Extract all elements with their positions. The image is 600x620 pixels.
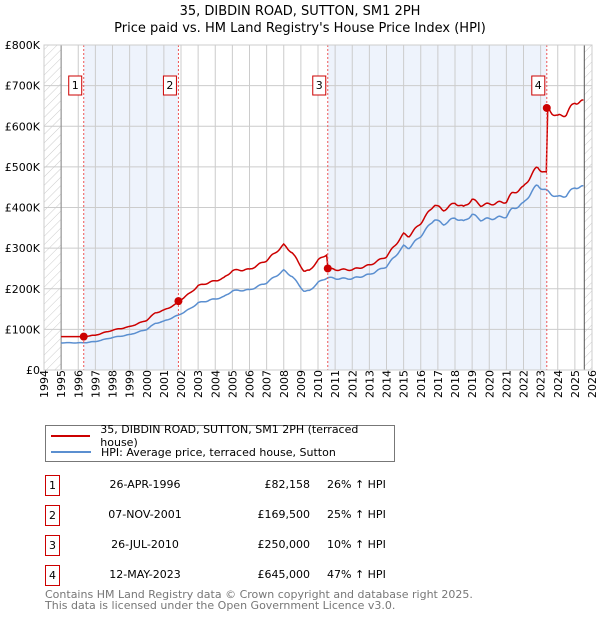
y-tick-label: £500K (5, 161, 41, 174)
x-tick-label: 2001 (158, 370, 171, 398)
x-tick-label: 2008 (278, 370, 291, 398)
x-tick-label: 2014 (381, 370, 394, 398)
x-tick-label: 2018 (449, 370, 462, 398)
y-tick-label: £100K (5, 323, 41, 336)
sale-number-badge: 3 (45, 535, 60, 556)
sale-date: 26-APR-1996 (109, 478, 181, 491)
sale-label-box (68, 75, 83, 96)
y-tick-label: £200K (5, 283, 41, 296)
y-tick-label: £800K (5, 39, 41, 52)
sale-point (323, 264, 332, 273)
plot-border (43, 44, 593, 371)
x-tick-label: 2005 (226, 370, 239, 398)
sale-date: 07-NOV-2001 (108, 508, 182, 521)
sale-price: £645,000 (257, 568, 311, 581)
legend-item-hpi: HPI: Average price, terraced house, Sutt… (46, 444, 336, 460)
chart-subtitle: Price paid vs. HM Land Registry's House … (114, 21, 486, 36)
x-tick-label: 2006 (244, 370, 257, 398)
x-tick-label: 2004 (209, 370, 222, 398)
sale-point (174, 297, 183, 306)
legend-line-blue (51, 451, 91, 453)
x-tick-label: 2021 (500, 370, 513, 398)
sale-hpi-diff: 25% ↑ HPI (327, 508, 386, 521)
x-tick-label: 2026 (586, 370, 599, 398)
x-tick-label: 2010 (312, 370, 325, 398)
sale-point (542, 103, 551, 112)
y-tick-label: £400K (5, 202, 41, 215)
x-tick-label: 2013 (363, 370, 376, 398)
sale-date: 26-JUL-2010 (111, 538, 179, 551)
price-chart: 1994 1995 1996 1997 1998 1999 2000 2001 2002 2003… (5, 39, 599, 398)
sale-price: £169,500 (257, 508, 311, 521)
sale-label: 1 (72, 79, 79, 92)
x-tick-label: 1998 (107, 370, 120, 398)
y-tick-label: £700K (5, 80, 41, 93)
sale-hpi-diff: 47% ↑ HPI (327, 568, 386, 581)
chart-title: 35, DIBDIN ROAD, SUTTON, SM1 2PH (179, 4, 421, 19)
sale-row: 3 26-JUL-2010 £250,000 10% ↑ HPI (45, 535, 445, 556)
sale-label-box (162, 75, 177, 96)
x-tick-label: 2022 (518, 370, 531, 398)
x-tick-label: 2007 (261, 370, 274, 398)
legend-line-red (51, 435, 91, 437)
x-tick-label: 2012 (346, 370, 359, 398)
sale-row: 4 12-MAY-2023 £645,000 47% ↑ HPI (45, 565, 445, 586)
y-tick-label: £300K (5, 242, 41, 255)
property-price-line (61, 99, 584, 338)
x-tick-label: 2019 (466, 370, 479, 398)
x-tick-label: 2002 (175, 370, 188, 398)
sale-hpi-diff: 10% ↑ HPI (327, 538, 386, 551)
hpi-line (61, 184, 584, 344)
x-tick-label: 2000 (141, 370, 154, 398)
x-tick-label: 1994 (38, 370, 51, 398)
sale-number-badge: 4 (45, 565, 60, 586)
sale-label-box (531, 75, 546, 96)
x-tick-label: 2016 (415, 370, 428, 398)
x-tick-label: 1995 (55, 370, 68, 398)
x-tick-label: 2017 (432, 370, 445, 398)
x-tick-label: 2025 (569, 370, 582, 398)
sale-price: £82,158 (264, 478, 311, 491)
x-tick-label: 2020 (483, 370, 496, 398)
sale-label: 3 (316, 79, 323, 92)
sale-point (79, 332, 88, 341)
sale-number-badge: 1 (45, 475, 60, 496)
y-tick-label: £0 (26, 364, 40, 377)
legend-label: 35, DIBDIN ROAD, SUTTON, SM1 2PH (terrac… (100, 423, 359, 449)
sale-hpi-diff: 26% ↑ HPI (327, 478, 386, 491)
sale-row: 1 26-APR-1996 £82,158 26% ↑ HPI (45, 475, 445, 496)
legend: 35, DIBDIN ROAD, SUTTON, SM1 2PH (terrac… (45, 423, 395, 462)
y-tick-label: £600K (5, 120, 41, 133)
x-tick-label: 2009 (295, 370, 308, 398)
legend-label: HPI: Average price, terraced house, Sutt… (101, 445, 336, 459)
sale-row: 2 07-NOV-2001 £169,500 25% ↑ HPI (45, 505, 445, 526)
x-tick-label: 1999 (124, 370, 137, 398)
x-tick-label: 1996 (72, 370, 85, 398)
x-tick-label: 1997 (89, 370, 102, 398)
x-tick-label: 2024 (552, 370, 565, 398)
footer-licence: This data is licensed under the Open Gov… (45, 599, 396, 612)
sale-price: £250,000 (257, 538, 311, 551)
x-tick-label: 2003 (192, 370, 205, 398)
x-tick-label: 2015 (398, 370, 411, 398)
sale-label-box (312, 75, 327, 96)
legend-item-property: 35, DIBDIN ROAD, SUTTON, SM1 2PH (terrac… (46, 423, 394, 449)
sale-number-badge: 2 (45, 505, 60, 526)
footer-copyright: Contains HM Land Registry data © Crown c… (45, 588, 473, 601)
x-tick-label: 2011 (329, 370, 342, 398)
sale-label: 2 (166, 79, 173, 92)
sale-label: 4 (535, 79, 542, 92)
x-tick-label: 2023 (535, 370, 548, 398)
sale-date: 12-MAY-2023 (109, 568, 181, 581)
